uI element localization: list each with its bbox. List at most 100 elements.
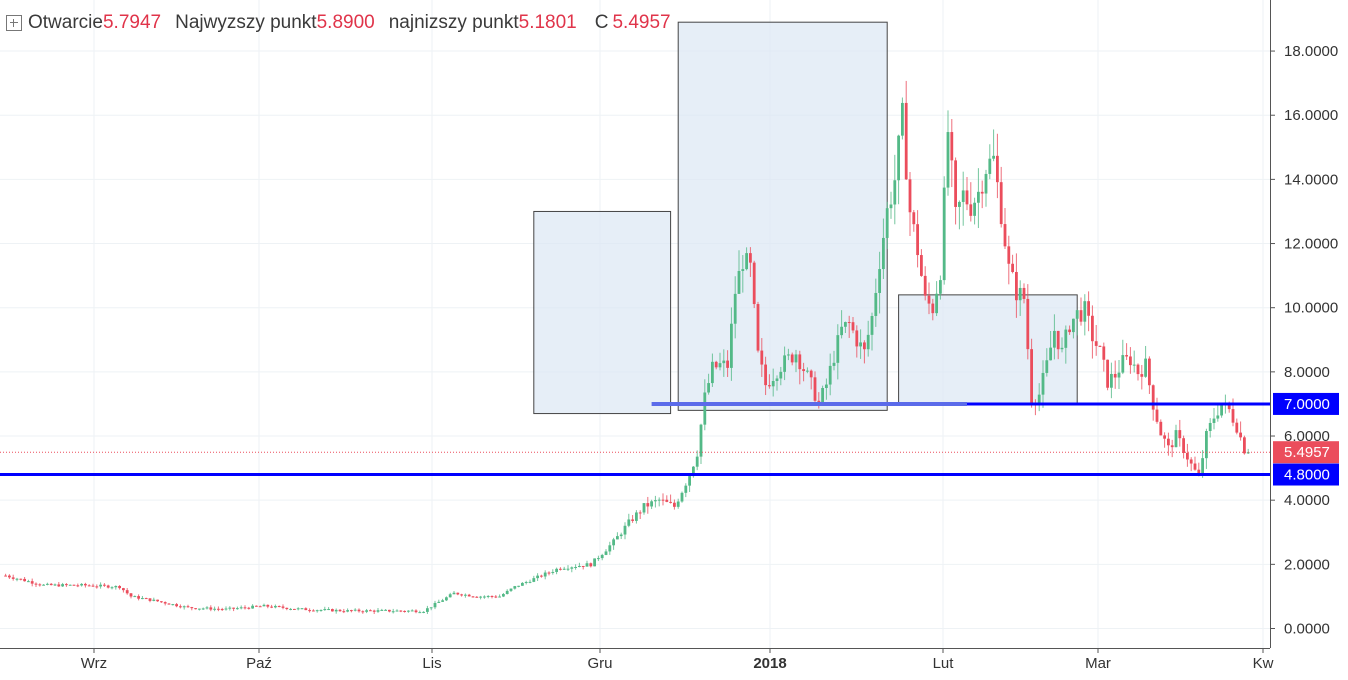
- candle-up: [391, 611, 395, 613]
- candle-down: [167, 603, 171, 605]
- candle-down: [179, 606, 182, 608]
- candle-up: [597, 558, 600, 560]
- candle-down: [954, 160, 957, 207]
- candle-down: [904, 102, 908, 180]
- last-price-tag-label: 5.4957: [1284, 444, 1330, 461]
- candle-up: [1037, 394, 1041, 404]
- candle-down: [1106, 359, 1109, 388]
- candle-down: [403, 610, 406, 612]
- candle-up: [42, 584, 45, 586]
- candle-up: [821, 388, 824, 403]
- candle-up: [1246, 452, 1250, 454]
- candle-up: [657, 499, 661, 501]
- candle-up: [585, 563, 589, 567]
- candle-up: [616, 536, 619, 540]
- candle-down: [1003, 224, 1007, 247]
- candle-down: [1136, 364, 1140, 375]
- candle-up: [315, 610, 319, 612]
- candle-down: [490, 595, 494, 597]
- candle-up: [296, 608, 300, 610]
- candle-down: [106, 585, 110, 588]
- high-value: 5.8900: [316, 12, 375, 33]
- candle-up: [27, 581, 30, 583]
- candle-down: [277, 605, 281, 607]
- candle-up: [1072, 318, 1075, 333]
- candle-down: [1239, 432, 1242, 438]
- candle-up: [832, 362, 836, 366]
- candle-up: [479, 596, 482, 598]
- candle-up: [486, 595, 490, 597]
- candle-down: [217, 608, 220, 610]
- candle-up: [722, 360, 726, 364]
- candle-down: [1026, 298, 1030, 350]
- candle-down: [467, 594, 471, 597]
- y-tick-label: 14.0000: [1284, 171, 1338, 188]
- candle-up: [935, 293, 938, 314]
- expand-icon[interactable]: [6, 15, 22, 31]
- candle-down: [220, 609, 224, 611]
- candle-down: [19, 578, 23, 580]
- candle-down: [1011, 263, 1014, 272]
- candle-down: [65, 584, 68, 586]
- candle-up: [787, 354, 790, 356]
- support-tag: 4.8000: [1273, 463, 1339, 486]
- candle-up: [878, 269, 881, 293]
- candle-up: [984, 173, 988, 194]
- candle-up: [133, 596, 137, 598]
- candle-down: [1015, 271, 1018, 301]
- candle-down: [399, 610, 403, 612]
- candle-up: [422, 611, 425, 613]
- support-lines: [0, 401, 1270, 477]
- candle-down: [175, 604, 178, 607]
- candle-down: [11, 577, 15, 579]
- candle-down: [456, 592, 460, 595]
- candle-down: [714, 361, 718, 368]
- candle-down: [1094, 341, 1098, 346]
- candle-down: [494, 596, 498, 598]
- candle-up: [570, 567, 574, 569]
- candle-down: [144, 598, 148, 600]
- candle-down: [996, 155, 999, 183]
- candle-up: [426, 608, 429, 612]
- candle-down: [931, 303, 935, 314]
- candle-up: [1220, 404, 1223, 416]
- candle-up: [524, 581, 528, 583]
- candle-down: [980, 191, 984, 194]
- candle-down: [258, 606, 262, 608]
- candle-down: [923, 275, 927, 296]
- highlight-boxes: [533, 21, 1078, 415]
- candle-down: [661, 499, 665, 501]
- candle-up: [745, 253, 748, 270]
- close-label: C: [594, 12, 609, 33]
- candle-up: [464, 594, 467, 596]
- candle-down: [76, 585, 80, 587]
- candle-down: [547, 572, 551, 574]
- candle-up: [517, 585, 520, 587]
- candle-down: [1235, 422, 1239, 433]
- candle-down: [304, 608, 308, 611]
- candle-up: [68, 584, 72, 586]
- candle-down: [1178, 430, 1182, 439]
- candle-up: [942, 187, 946, 281]
- candle-down: [1113, 373, 1117, 378]
- candle-up: [114, 585, 118, 588]
- candle-up: [251, 605, 254, 609]
- candle-up: [384, 609, 387, 611]
- candle-down: [243, 607, 247, 609]
- candle-down: [308, 610, 311, 612]
- candle-up: [1018, 287, 1022, 301]
- candle-down: [350, 610, 353, 612]
- candle-up: [407, 610, 410, 612]
- candle-down: [23, 578, 26, 582]
- candle-up: [1083, 301, 1087, 322]
- x-tick-label: Gru: [587, 655, 612, 672]
- candle-down: [4, 575, 7, 577]
- candle-up: [555, 568, 558, 572]
- candle-up: [1121, 355, 1125, 373]
- candle-down: [1159, 421, 1163, 436]
- candle-down: [969, 204, 973, 216]
- candle-up: [1041, 372, 1045, 395]
- candle-down: [1243, 437, 1246, 454]
- candle-up: [885, 208, 889, 238]
